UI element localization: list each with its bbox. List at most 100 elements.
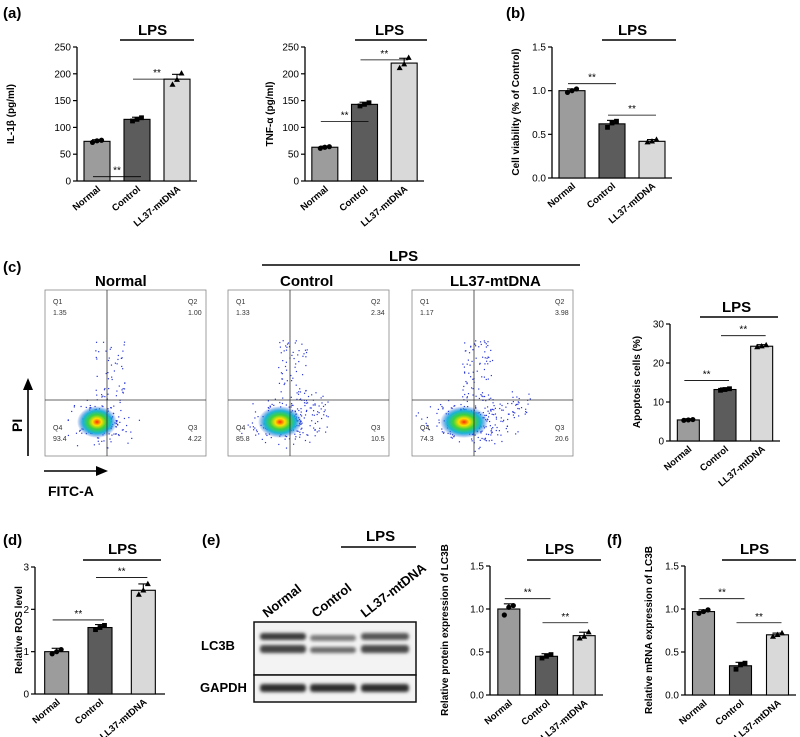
flow-event-dot — [300, 415, 303, 417]
flow-event-dot — [120, 357, 122, 360]
flow-event-dot — [297, 354, 299, 356]
y-tick-label: 1.5 — [532, 43, 546, 54]
category-label: Control — [73, 697, 106, 727]
flow-event-dot — [306, 402, 309, 404]
flow-event-dot — [484, 357, 486, 359]
flow-event-dot — [469, 364, 471, 366]
bar — [497, 608, 521, 696]
panel-label-c: (c) — [3, 259, 21, 276]
flow-event-dot — [491, 408, 494, 410]
lps-label: LPS — [545, 541, 574, 558]
data-point — [733, 666, 739, 672]
flow-event-dot — [300, 411, 302, 413]
flow-event-dot — [297, 430, 299, 432]
flow-event-dot — [451, 437, 453, 439]
flow-quadrant-name: Q2 — [371, 299, 380, 306]
significance-marker: ** — [739, 325, 747, 336]
bar — [558, 90, 586, 179]
y-tick-label: 20 — [653, 359, 665, 370]
flow-event-dot — [490, 374, 492, 377]
significance-marker: ** — [524, 588, 532, 599]
flow-event-dot — [489, 360, 491, 363]
flow-event-dot — [471, 360, 473, 363]
y-tick-label: 10 — [653, 398, 665, 409]
flow-event-dot — [110, 441, 112, 443]
flow-event-dot — [303, 353, 305, 355]
data-point — [569, 88, 575, 94]
data-point — [544, 653, 549, 659]
flow-event-dot — [249, 426, 251, 428]
data-point — [506, 604, 512, 610]
flow-event-dot — [116, 363, 118, 365]
flow-event-dot — [306, 434, 308, 436]
flow-quadrant-value: 10.5 — [371, 436, 385, 443]
flow-plot-frame — [227, 289, 390, 457]
y-tick-label: 1.5 — [470, 562, 484, 573]
flow-event-dot — [425, 422, 427, 424]
bar — [534, 655, 559, 696]
bar — [572, 635, 596, 696]
category-label: Control — [585, 181, 618, 211]
flow-quadrant-value: 1.33 — [236, 310, 250, 317]
flow-event-dot — [295, 370, 298, 373]
panel-label-b: (b) — [506, 5, 525, 22]
flow-event-dot — [502, 409, 504, 411]
flow-event-dot — [490, 432, 493, 434]
flow-event-dot — [117, 424, 119, 426]
flow-event-dot — [323, 411, 325, 413]
flow-event-dot — [284, 382, 286, 384]
flow-event-dot — [80, 405, 82, 408]
flow-event-dot — [294, 433, 296, 435]
flow-event-dot — [442, 432, 445, 434]
flow-event-dot — [322, 395, 324, 397]
flow-title-ll37: LL37-mtDNA — [450, 273, 541, 290]
flow-event-dot — [300, 408, 302, 410]
flow-event-dot — [481, 392, 484, 394]
flow-event-dot — [493, 409, 495, 411]
y-tick-label: 0.5 — [665, 648, 679, 659]
flow-event-dot — [487, 341, 489, 343]
data-point — [585, 629, 592, 635]
flow-event-dot — [501, 404, 503, 407]
flow-event-dot — [305, 400, 308, 402]
flow-event-dot — [529, 398, 531, 400]
bar — [123, 118, 151, 182]
flow-event-dot — [305, 356, 307, 358]
flow-event-dot — [110, 407, 112, 409]
flow-event-dot — [488, 356, 490, 359]
flow-event-dot — [518, 397, 520, 400]
flow-event-dot — [67, 419, 69, 422]
flow-event-dot — [310, 407, 312, 409]
y-tick-label: 0.0 — [665, 691, 679, 702]
flow-event-dot — [291, 404, 293, 406]
flow-event-dot — [491, 413, 493, 415]
flow-event-dot — [95, 356, 97, 359]
flow-event-dot — [503, 419, 505, 421]
significance-marker: ** — [118, 567, 126, 578]
flow-event-dot — [505, 406, 507, 408]
flow-event-dot — [518, 402, 520, 404]
flow-event-dot — [320, 397, 322, 399]
y-tick-label: 1.0 — [665, 605, 679, 616]
flow-event-dot — [107, 359, 110, 362]
flow-event-dot — [493, 413, 495, 416]
panel-label-f: (f) — [607, 532, 622, 549]
flow-event-dot — [295, 340, 297, 342]
flow-event-dot — [482, 395, 484, 398]
flow-event-dot — [312, 404, 314, 406]
flow-title-control: Control — [280, 273, 333, 290]
y-tick-label: 200 — [54, 69, 71, 80]
flow-event-dot — [499, 407, 501, 410]
flow-event-dot — [499, 403, 501, 405]
significance-marker: ** — [341, 111, 349, 122]
data-point — [609, 120, 615, 126]
flow-quadrant-name: Q2 — [188, 299, 197, 306]
flow-event-dot — [467, 393, 470, 395]
flow-event-dot — [110, 364, 113, 366]
data-point — [405, 54, 412, 60]
flow-event-dot — [470, 387, 473, 389]
flow-event-dot — [111, 376, 113, 378]
flow-event-dot — [428, 429, 431, 431]
flow-event-dot — [475, 357, 477, 359]
flow-event-dot — [484, 407, 486, 409]
